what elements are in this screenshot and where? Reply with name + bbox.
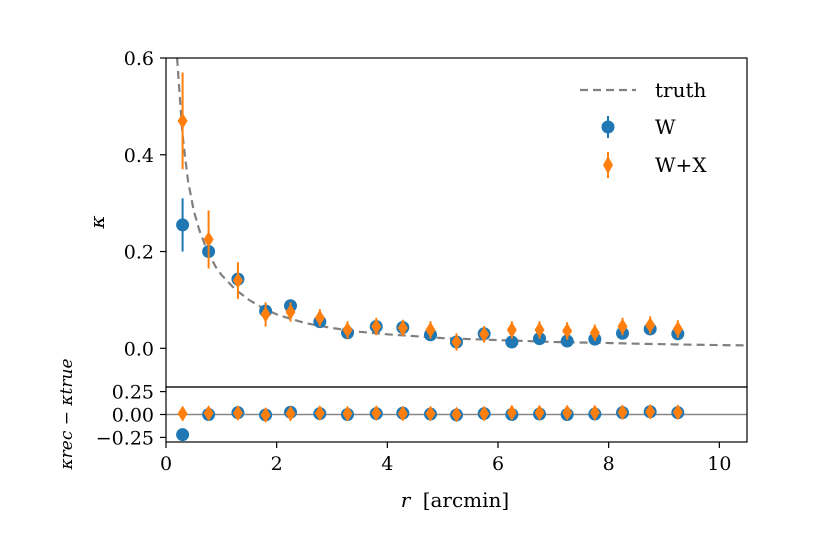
wx-residual-point-6	[342, 405, 353, 422]
wx-residual-point-3	[260, 406, 271, 423]
legend: truth W W+X	[580, 78, 707, 178]
x-axis-label-variable: r	[401, 488, 412, 512]
legend-wx-label: W+X	[655, 153, 707, 177]
bottom-panel-frame	[165, 386, 748, 443]
x-tick-label-1: 2	[271, 453, 283, 475]
wx-point-11	[479, 326, 490, 343]
top-panel: 0.0 0.2 0.4 0.6 κ truth W W+X	[85, 48, 748, 388]
wx-residual-point-11	[479, 405, 490, 422]
bottom-y-ticks: 0.250.00−0.25	[96, 382, 166, 449]
w-point-12	[505, 335, 519, 349]
wx-residual-point-0	[177, 405, 188, 422]
wx-residual-point-13	[534, 404, 545, 421]
x-axis-label-unit: [arcmin]	[423, 488, 510, 512]
wx-point-6	[342, 321, 353, 338]
wx-series-layer	[177, 72, 683, 351]
wx-point-18	[672, 320, 683, 337]
wx-point-12	[506, 321, 517, 338]
bottom-y-tick-label-2: −0.25	[96, 427, 154, 449]
top-y-tick-label-1: 0.2	[124, 242, 154, 264]
wx-point-3	[260, 306, 271, 323]
wx-residual-layer	[177, 403, 683, 423]
top-y-tick-label-2: 0.4	[124, 145, 154, 167]
x-tick-label-4: 8	[603, 453, 615, 475]
x-tick-label-5: 10	[707, 453, 731, 475]
legend-truth-label: truth	[655, 78, 707, 102]
wx-residual-point-7	[371, 405, 382, 422]
x-axis-label: r [arcmin]	[401, 488, 509, 512]
wx-point-2	[232, 272, 243, 289]
wx-point-17	[645, 317, 656, 334]
wx-point-15	[589, 324, 600, 341]
wx-residual-point-18	[672, 404, 683, 421]
wx-point-5	[314, 309, 325, 326]
wx-residual-point-10	[451, 406, 462, 423]
bottom-panel: 0.250.00−0.25 κrec − κtrue	[57, 358, 748, 471]
wx-residual-point-2	[232, 405, 243, 422]
legend-wx-marker	[603, 156, 613, 174]
wx-residual-point-12	[506, 404, 517, 421]
bottom-y-axis-label: κrec − κtrue	[57, 358, 77, 470]
wx-point-14	[562, 322, 573, 339]
wx-point-10	[451, 334, 462, 351]
wx-point-8	[397, 319, 408, 336]
wx-point-13	[534, 321, 545, 338]
wx-residual-point-16	[617, 404, 628, 421]
wx-point-9	[425, 321, 436, 338]
top-y-axis-label: κ	[85, 215, 109, 229]
wx-residual-point-17	[645, 403, 656, 420]
top-y-tick-label-0: 0.0	[124, 338, 154, 360]
wx-point-7	[371, 318, 382, 335]
legend-w-label: W	[655, 115, 676, 139]
wx-point-1	[203, 231, 214, 248]
x-tick-label-3: 6	[492, 453, 504, 475]
x-tick-label-2: 4	[381, 453, 393, 475]
wx-point-16	[617, 318, 628, 335]
wx-residual-point-8	[397, 405, 408, 422]
w-point-14	[560, 334, 574, 348]
wx-residual-point-15	[589, 404, 600, 421]
wx-residual-point-5	[314, 405, 325, 422]
bottom-y-tick-label-0: 0.25	[112, 382, 154, 404]
top-y-ticks: 0.0 0.2 0.4 0.6	[124, 48, 166, 360]
wx-point-4	[285, 304, 296, 321]
w-point-0	[176, 218, 190, 232]
wx-residual-point-14	[562, 404, 573, 421]
wx-residual-point-9	[425, 405, 436, 422]
w-residual-point-0	[176, 428, 190, 442]
x-tick-label-0: 0	[160, 453, 172, 475]
legend-w-marker	[601, 120, 615, 134]
top-y-tick-label-3: 0.6	[124, 48, 154, 70]
wx-residual-point-1	[203, 405, 214, 422]
x-axis-ticks: 0 2 4 6 8 10	[160, 442, 731, 475]
wx-point-0	[177, 112, 188, 129]
bottom-y-tick-label-1: 0.00	[112, 405, 154, 427]
wx-residual-point-4	[285, 405, 296, 422]
